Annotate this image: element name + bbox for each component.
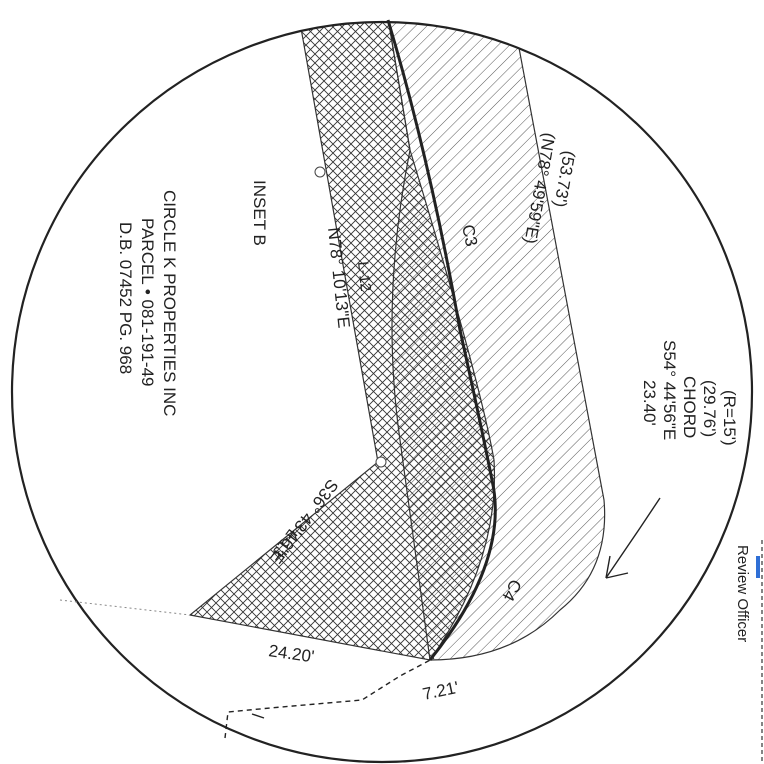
- owner-parcel: PARCEL • 081-191-49: [138, 218, 157, 387]
- crosshatch-strip: [188, 22, 496, 661]
- left-dotted-boundary: [59, 599, 191, 616]
- chord-word: CHORD: [680, 376, 699, 438]
- review-officer-label: Review Officer: [734, 545, 751, 642]
- corner-mark-angle: [375, 456, 387, 468]
- chord-leader-arrow-icon: [605, 555, 629, 579]
- line-label-l12: L-12: [354, 261, 374, 293]
- distance-bottom-left: 24.20': [267, 641, 315, 666]
- tick-mark-bottom: [251, 713, 265, 719]
- curve-radius: (R=15'): [720, 390, 739, 446]
- distance-bottom-right: 7.21': [421, 678, 460, 704]
- corner-mark-north: [314, 166, 326, 178]
- sidebar-accent-mark: [756, 556, 760, 578]
- owner-deed-book: D.B. 07452 PG. 968: [116, 222, 135, 374]
- dashed-boundary-line: [224, 657, 435, 739]
- inset-title: INSET B: [250, 180, 269, 246]
- curve-data-callout: (R=15') (29.76') CHORD S54° 44'56"E 23.4…: [640, 340, 739, 446]
- curve-label-c3: C3: [458, 223, 481, 248]
- chord-bearing: S54° 44'56"E: [660, 340, 679, 440]
- owner-info-block: INSET B CIRCLE K PROPERTIES INC PARCEL •…: [116, 180, 269, 416]
- curve-length: (29.76'): [700, 380, 719, 437]
- inset-boundary-circle: [10, 20, 754, 764]
- property-line-curve: [386, 19, 497, 661]
- owner-name: CIRCLE K PROPERTIES INC: [160, 190, 179, 416]
- chord-leader-line: [605, 497, 661, 579]
- chord-length: 23.40': [640, 380, 659, 426]
